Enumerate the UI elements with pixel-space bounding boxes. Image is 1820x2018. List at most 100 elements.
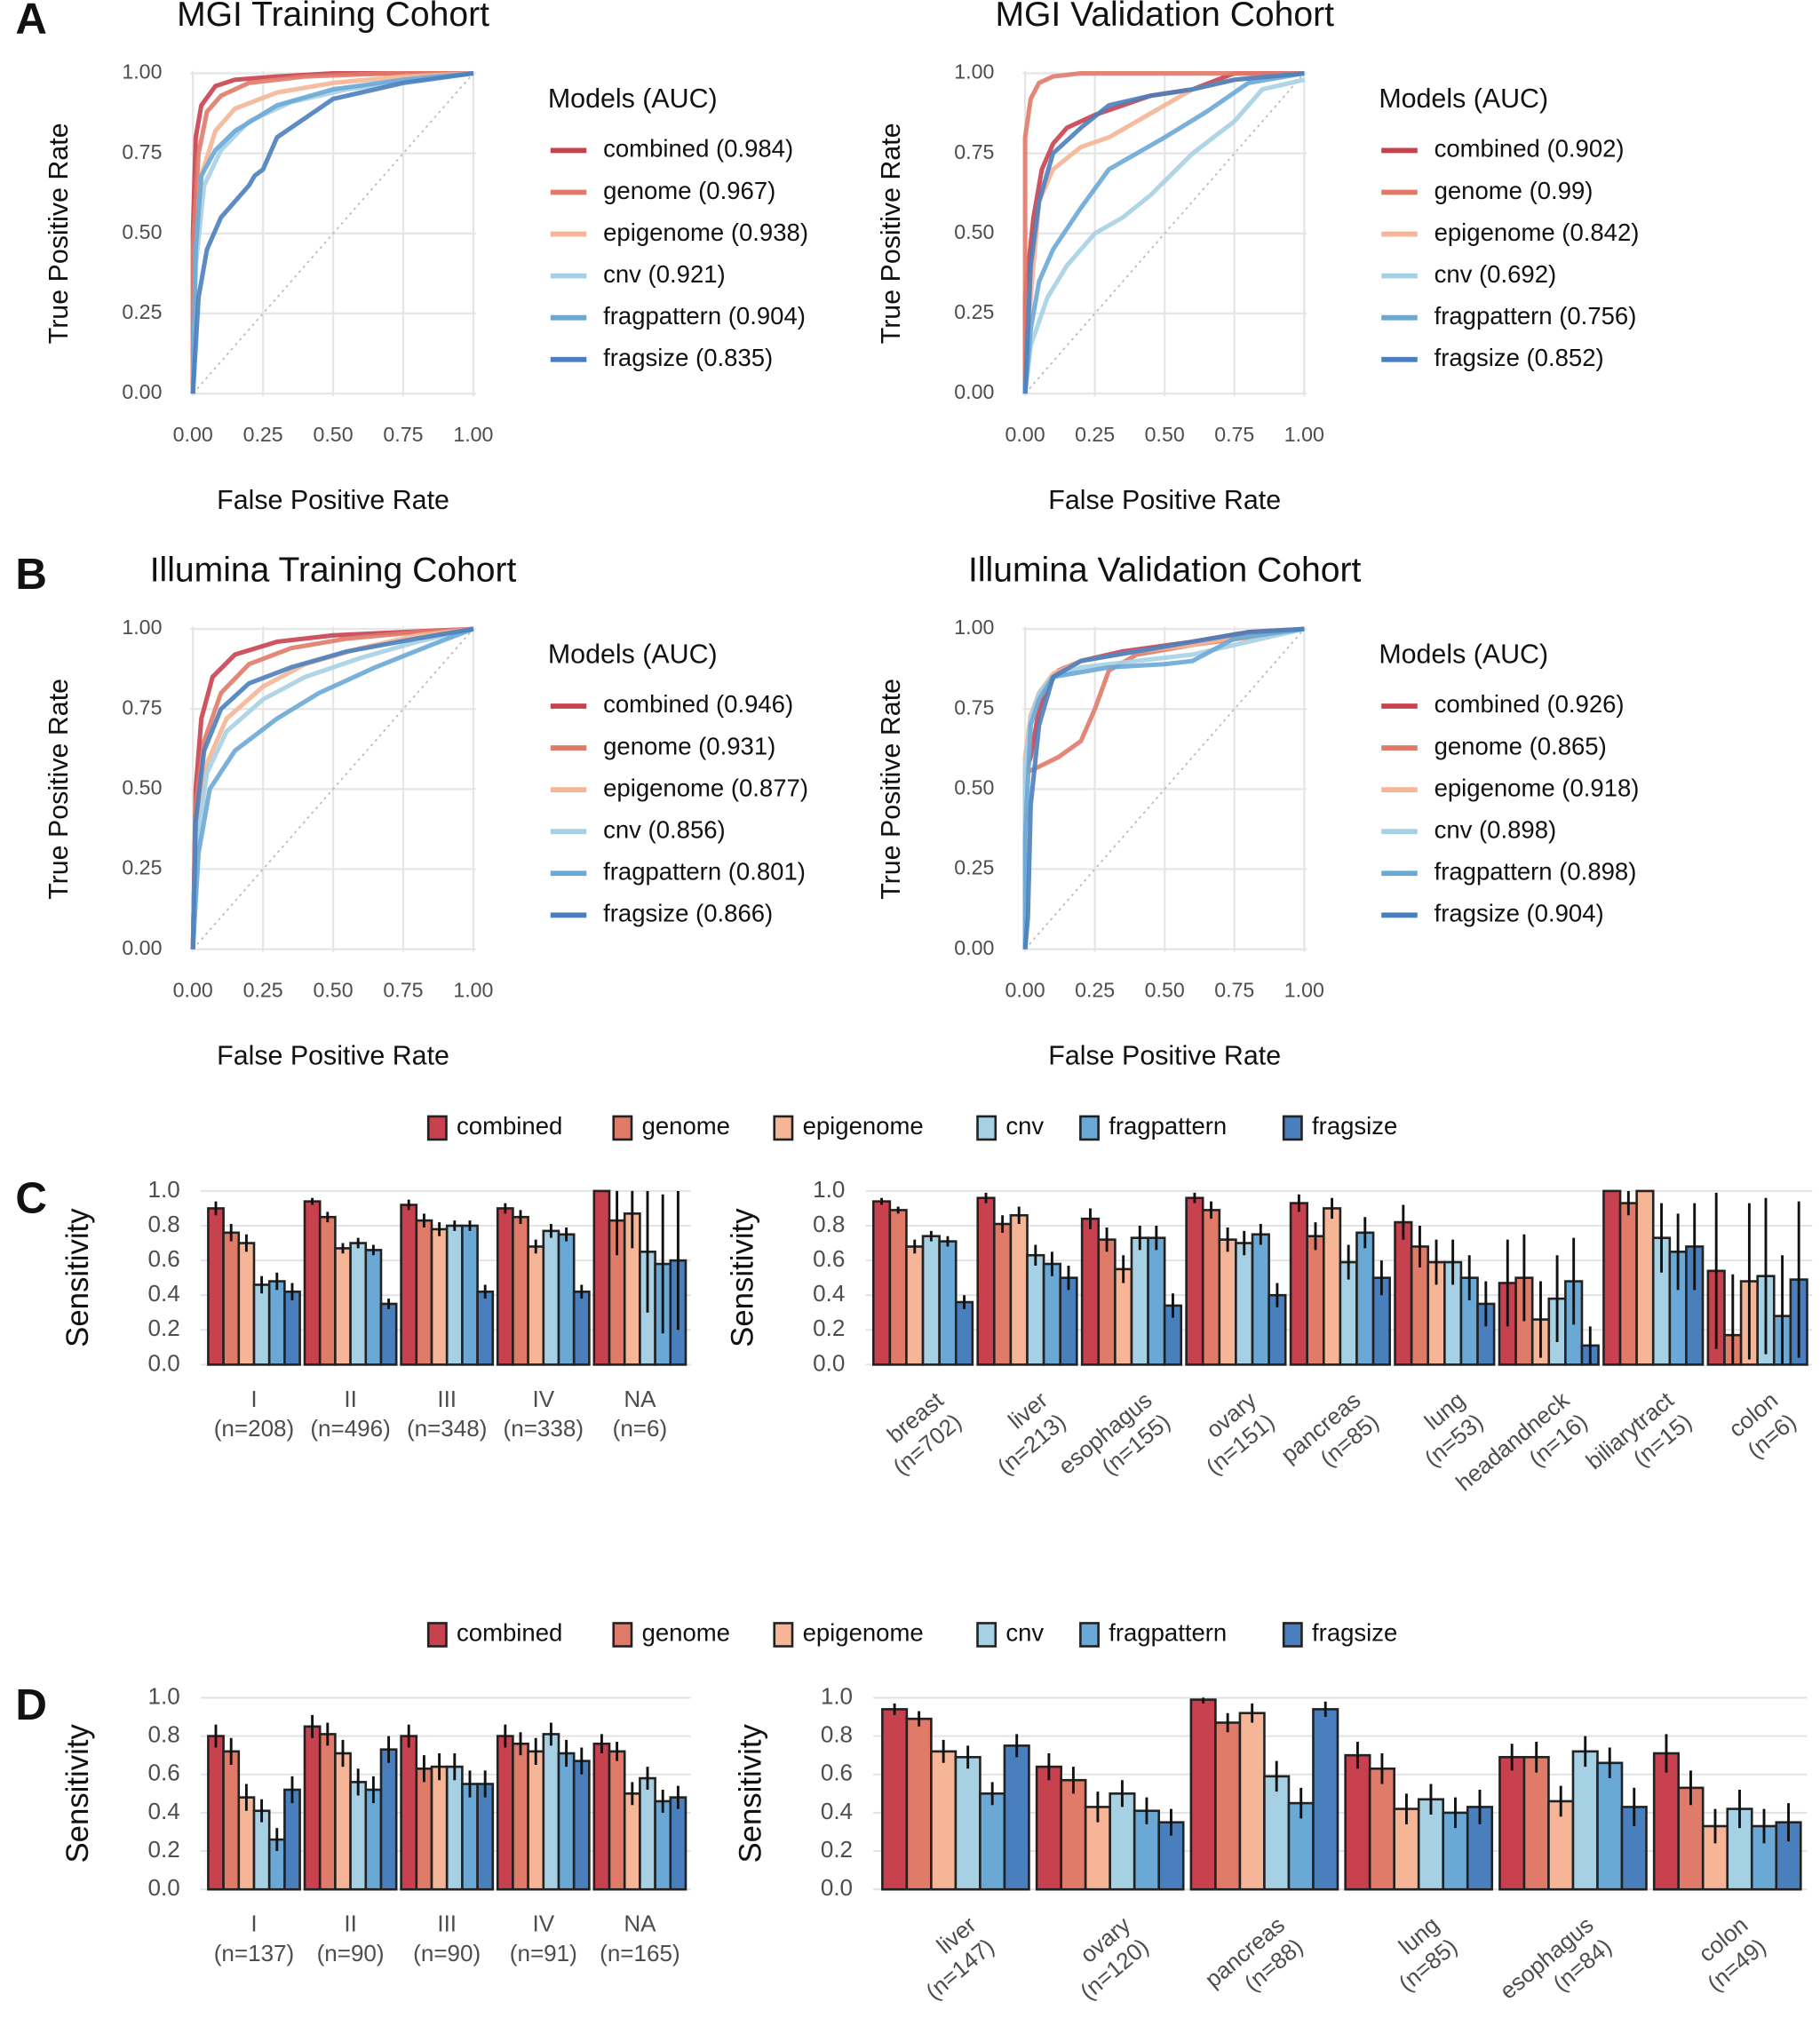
x-tick-group: colon(n=6)	[1723, 1386, 1800, 1464]
y-tick-label: 0.6	[148, 1245, 180, 1272]
x-tick-group: esophagus(n=84)	[1495, 1911, 1617, 2005]
bar	[905, 1245, 925, 1366]
bar	[379, 1748, 398, 1891]
x-tick-label: (n=348)	[407, 1415, 488, 1442]
reference-line	[192, 72, 474, 394]
bar	[430, 1765, 449, 1891]
bar	[461, 1783, 479, 1891]
bar	[1185, 1196, 1204, 1366]
x-tick-group: pancreas(n=85)	[1276, 1386, 1384, 1472]
bar	[1042, 1262, 1062, 1366]
x-tick-group: lung(n=85)	[1394, 1911, 1463, 1997]
y-tick-label: 0.6	[821, 1760, 853, 1786]
x-tick-label: I	[250, 1386, 257, 1412]
legend-label: fragpattern	[1109, 1619, 1227, 1647]
legend-label: epigenome (0.938)	[603, 218, 808, 246]
bar	[461, 1224, 479, 1366]
bar	[592, 1189, 611, 1366]
y-tick-label: 0.00	[954, 380, 994, 403]
x-tick-group: ovary(n=120)	[1075, 1911, 1154, 2006]
y-tick-label: 0.2	[148, 1315, 180, 1341]
y-tick-label: 0.25	[954, 300, 994, 323]
bar	[1060, 1778, 1087, 1891]
y-axis-label: Sensitivity	[734, 1723, 767, 1863]
bar	[1635, 1189, 1655, 1366]
bar	[303, 1200, 322, 1366]
roc-curve	[190, 626, 474, 949]
bar	[1218, 1238, 1237, 1366]
legend-label: epigenome	[803, 1112, 924, 1140]
bar	[252, 1809, 271, 1891]
bar	[557, 1752, 576, 1891]
x-tick-label: 0.75	[1214, 979, 1254, 1002]
legend-label: cnv (0.692)	[1435, 260, 1557, 288]
x-tick-label: (n=137)	[214, 1940, 295, 1966]
bar	[623, 1792, 641, 1891]
legend-label: cnv	[1005, 1619, 1044, 1647]
legend-label: fragsize (0.852)	[1435, 344, 1604, 371]
x-tick-label: 0.75	[1214, 423, 1254, 446]
legend-label: cnv (0.921)	[603, 260, 726, 288]
x-tick-label: II	[344, 1911, 356, 1937]
legend-swatch	[976, 1622, 997, 1648]
x-tick-label: 1.00	[1284, 423, 1324, 446]
bar	[334, 1752, 352, 1891]
legend-swatch	[426, 1622, 448, 1648]
y-tick-label: 0.0	[821, 1874, 853, 1901]
y-tick-label: 0.50	[122, 220, 162, 243]
bar	[1344, 1753, 1371, 1891]
bar	[400, 1204, 418, 1366]
bar	[1201, 1209, 1221, 1366]
x-axis-label: False Positive Rate	[1048, 485, 1281, 515]
bar	[237, 1796, 256, 1891]
bar	[237, 1242, 256, 1366]
y-tick-label: 1.0	[813, 1176, 845, 1203]
legend-label: cnv	[1005, 1112, 1044, 1140]
bar	[207, 1207, 225, 1366]
roc-curve	[1022, 71, 1305, 394]
bar	[1097, 1238, 1117, 1366]
legend-swatch	[773, 1115, 794, 1141]
bar	[881, 1708, 909, 1891]
x-axis-label: False Positive Rate	[1048, 1040, 1281, 1070]
bar	[1147, 1236, 1166, 1366]
bar	[349, 1781, 368, 1891]
bar	[1003, 1744, 1030, 1891]
x-tick-label: 0.50	[314, 423, 354, 446]
bar	[1238, 1712, 1266, 1891]
x-tick-group: headandneck(n=16)	[1450, 1386, 1593, 1496]
bar	[445, 1224, 464, 1366]
y-tick-label: 0.4	[821, 1798, 853, 1824]
y-tick-label: 0.2	[821, 1836, 853, 1863]
y-axis-label: Sensitivity	[61, 1208, 95, 1347]
legend-label: combined (0.926)	[1435, 690, 1625, 718]
bar	[938, 1240, 958, 1366]
bar	[400, 1735, 418, 1891]
legend-label: cnv (0.856)	[603, 815, 726, 843]
bar	[430, 1227, 449, 1366]
y-axis-label: True Positive Rate	[876, 679, 906, 900]
x-tick-label: 0.25	[1075, 979, 1115, 1002]
x-tick-label: 0.50	[1145, 423, 1185, 446]
legend-label: fragpattern	[1109, 1112, 1227, 1140]
bar	[1652, 1752, 1681, 1891]
legend-label: fragsize (0.904)	[1435, 900, 1604, 927]
y-axis-label: True Positive Rate	[876, 123, 906, 344]
x-tick-label: II	[344, 1386, 356, 1412]
bar	[1312, 1708, 1339, 1891]
bar	[1677, 1786, 1705, 1891]
bar	[334, 1247, 352, 1366]
y-tick-label: 0.8	[148, 1211, 180, 1237]
y-tick-label: 0.0	[148, 1874, 180, 1901]
roc-curve	[1022, 71, 1305, 394]
y-tick-label: 0.00	[954, 936, 994, 959]
bar	[222, 1231, 241, 1366]
x-tick-label: NA	[624, 1386, 656, 1412]
y-tick-label: 1.0	[148, 1682, 180, 1709]
bar	[318, 1733, 337, 1891]
x-tick-label: (n=6)	[613, 1415, 668, 1442]
y-tick-label: 1.00	[954, 616, 994, 639]
bar	[1114, 1267, 1133, 1366]
x-tick-label: I	[250, 1911, 257, 1937]
